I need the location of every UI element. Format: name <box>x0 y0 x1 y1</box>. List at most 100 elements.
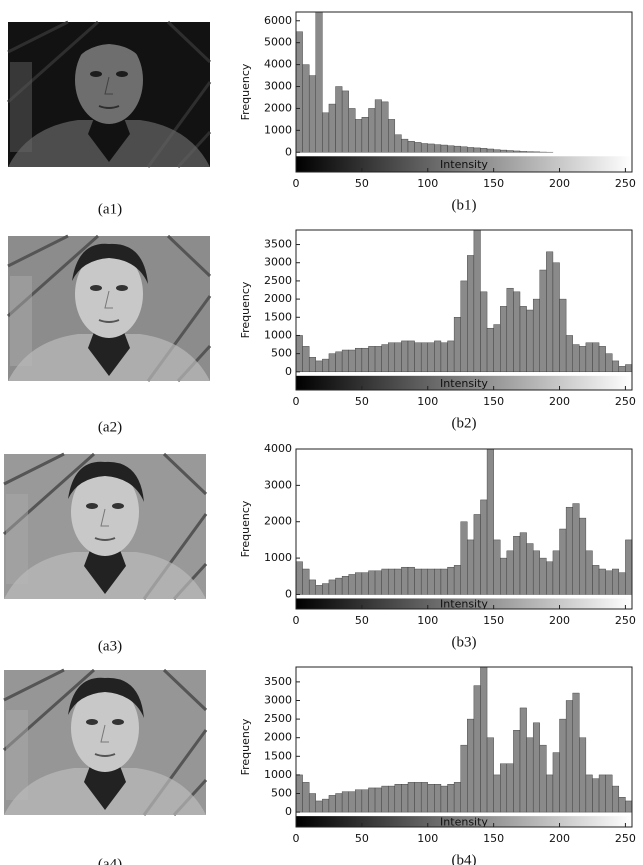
bar <box>486 449 494 595</box>
bar <box>460 146 468 153</box>
bar <box>374 570 382 595</box>
bar <box>355 119 363 153</box>
bar <box>559 528 567 595</box>
bar <box>381 101 389 153</box>
bar <box>500 557 508 595</box>
bar <box>427 143 435 153</box>
bar <box>341 90 349 153</box>
bar <box>467 539 475 595</box>
bar <box>552 550 560 595</box>
bar <box>526 151 534 153</box>
bar <box>500 306 508 373</box>
chart-caption: (b4) <box>452 852 477 865</box>
x-tick-label: 0 <box>293 395 300 408</box>
x-tick-label: 250 <box>615 177 636 190</box>
bar <box>308 357 316 373</box>
x-tick-label: 250 <box>615 614 636 627</box>
plot-frame <box>295 229 633 391</box>
bar <box>592 778 600 813</box>
bar <box>296 561 303 595</box>
bar <box>388 342 396 373</box>
bars <box>296 449 632 595</box>
chart-caption: (b3) <box>452 634 477 650</box>
histogram-panel: Intensity 0 500 1000 1500 2000 2500 3000 3500 0 50… <box>239 666 636 865</box>
plot-frame <box>295 666 633 828</box>
x-tick-label: 50 <box>355 177 369 190</box>
bar <box>625 800 632 813</box>
face-image <box>6 20 212 169</box>
image-caption: (a3) <box>98 638 122 654</box>
bar <box>552 752 560 813</box>
x-tick-label: 150 <box>483 832 504 845</box>
bar <box>546 774 554 813</box>
bar <box>513 150 521 153</box>
x-tick-label: 150 <box>483 177 504 190</box>
bars <box>296 12 554 153</box>
y-tick-label: 2500 <box>264 712 292 725</box>
bar <box>388 568 396 595</box>
bar <box>467 255 475 373</box>
bar <box>447 145 455 153</box>
y-tick-label: 0 <box>285 145 292 158</box>
bar <box>322 583 330 595</box>
bar <box>328 353 336 373</box>
bar <box>388 119 396 153</box>
histogram-panel: Intensity 0 1000 2000 3000 4000 5000 6000 0 50 100… <box>239 11 636 213</box>
bar <box>401 784 409 813</box>
bar <box>302 64 310 153</box>
x-tick-label: 150 <box>483 614 504 627</box>
y-tick-label: 6000 <box>264 14 292 27</box>
bar <box>374 787 382 813</box>
face-image <box>2 452 208 601</box>
bar <box>513 291 521 373</box>
y-axis-label: Frequency <box>239 500 252 557</box>
bar <box>473 147 481 153</box>
bar <box>539 557 547 595</box>
bar <box>579 346 587 373</box>
bar <box>394 134 402 153</box>
bar <box>506 763 514 813</box>
bar <box>552 262 560 373</box>
x-tick-label: 200 <box>549 177 570 190</box>
bar <box>308 579 316 595</box>
bar <box>335 577 343 595</box>
bar <box>322 358 330 373</box>
bar <box>572 344 580 373</box>
bar <box>401 566 409 595</box>
bar <box>296 31 303 153</box>
bar <box>440 342 448 373</box>
intensity-bar <box>296 156 632 172</box>
y-tick-label: 4000 <box>264 442 292 455</box>
x-axis-label: Intensity <box>440 816 488 829</box>
bar <box>559 298 567 373</box>
y-tick-label: 2000 <box>264 292 292 305</box>
bar <box>519 707 527 813</box>
bar <box>361 572 369 595</box>
bar <box>473 685 481 813</box>
y-tick-label: 4000 <box>264 58 292 71</box>
y-tick-label: 3500 <box>264 238 292 251</box>
bar <box>473 514 481 595</box>
bar <box>480 499 488 595</box>
bar <box>374 346 382 373</box>
bar <box>447 784 455 813</box>
x-axis-label: Intensity <box>440 598 488 611</box>
bar <box>328 103 336 153</box>
bar <box>605 774 613 813</box>
bar <box>302 568 310 595</box>
y-axis-label: Frequency <box>239 718 252 775</box>
bar <box>605 570 613 595</box>
y-tick-label: 1000 <box>264 768 292 781</box>
bar <box>579 517 587 595</box>
bar <box>585 774 593 813</box>
y-tick-label: 3000 <box>264 80 292 93</box>
bar <box>348 791 356 813</box>
bar <box>440 568 448 595</box>
bar <box>315 800 323 813</box>
bar <box>493 324 501 373</box>
bar <box>381 785 389 813</box>
chart-caption: (b1) <box>452 197 477 213</box>
bar <box>486 737 494 813</box>
y-tick-label: 1000 <box>264 123 292 136</box>
bar <box>572 692 580 813</box>
